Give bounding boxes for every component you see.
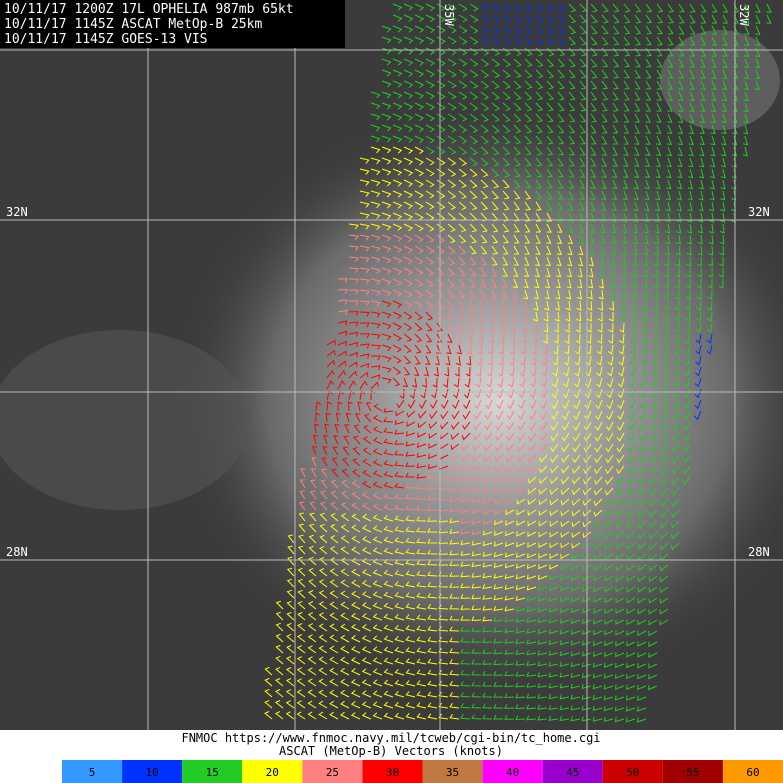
legend-swatch	[542, 760, 603, 783]
legend-swatch	[362, 760, 423, 783]
wind-barb-group	[312, 300, 472, 489]
legend-label: 5	[89, 766, 96, 779]
legend-label: 30	[386, 766, 399, 779]
wind-barb-group	[264, 146, 625, 720]
legend-swatch	[722, 760, 783, 783]
legend-title: ASCAT (MetOp-B) Vectors (knots)	[279, 744, 503, 758]
legend-swatch	[602, 760, 663, 783]
legend-label: 25	[326, 766, 339, 779]
lon-label: 35W	[442, 4, 456, 26]
cloud-mass	[170, 100, 783, 700]
lat-label: 32N	[6, 205, 28, 219]
legend-swatch	[182, 760, 243, 783]
legend-label: 15	[206, 766, 219, 779]
header-line: 10/11/17 1145Z GOES-13 VIS	[4, 32, 208, 47]
header-line: 10/11/17 1200Z 17L OPHELIA 987mb 65kt	[4, 2, 294, 17]
legend-label: 40	[506, 766, 519, 779]
lon-label: 32W	[737, 4, 751, 26]
lat-label: 28N	[6, 545, 28, 559]
legend-swatch	[302, 760, 363, 783]
legend-swatch	[422, 760, 483, 783]
legend-label: 60	[746, 766, 759, 779]
legend-swatch	[662, 760, 723, 783]
footer-url: FNMOC https://www.fnmoc.navy.mil/tcweb/c…	[181, 731, 600, 745]
header-line: 10/11/17 1145Z ASCAT MetOp-B 25km	[4, 17, 262, 32]
legend-swatch	[122, 760, 183, 783]
legend-swatch	[62, 760, 123, 783]
cloud-band	[0, 330, 250, 510]
lat-lon-grid	[0, 0, 783, 730]
legend-swatch	[242, 760, 303, 783]
legend-label: 45	[566, 766, 579, 779]
legend-swatch	[482, 760, 543, 783]
lat-label: 28N	[748, 545, 770, 559]
wind-barb-group	[298, 234, 548, 535]
legend-label: 55	[686, 766, 699, 779]
legend-label: 20	[266, 766, 279, 779]
legend-label: 35	[446, 766, 459, 779]
wind-barb-group	[480, 3, 713, 421]
legend-label: 50	[626, 766, 639, 779]
legend: 5 10 15 20 25 30 35 40 45 50 55 60	[62, 760, 783, 783]
lat-label: 32N	[748, 205, 770, 219]
cloud-band	[660, 30, 780, 130]
header-box	[0, 0, 345, 48]
legend-label: 10	[146, 766, 159, 779]
